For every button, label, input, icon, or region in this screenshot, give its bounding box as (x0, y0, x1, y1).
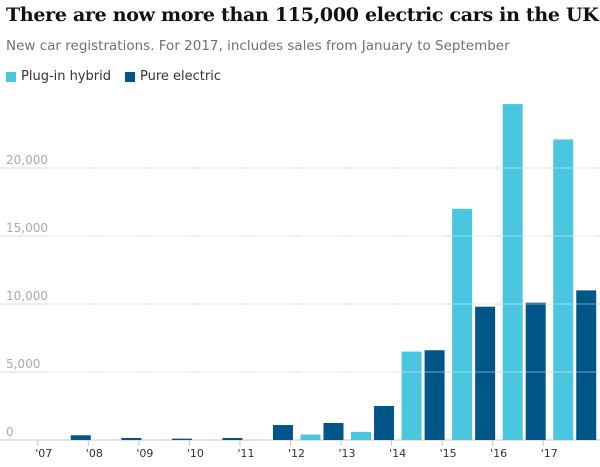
legend: Plug-in hybrid Pure electric (6, 69, 221, 84)
bar-pure-electric-17 (576, 290, 597, 440)
bar-pure-electric-14 (424, 350, 445, 440)
bar-plug-in-hybrid-13 (351, 431, 372, 440)
bar-plug-in-hybrid-16 (502, 104, 523, 440)
bar-pure-electric-16 (525, 302, 546, 440)
bars (47, 104, 597, 440)
x-tick-label-16: '16 (490, 447, 507, 460)
bar-plug-in-hybrid-12 (300, 434, 321, 440)
bar-plug-in-hybrid-14 (401, 351, 422, 440)
x-tick-label-10: '10 (187, 447, 204, 460)
y-axis-ticks: 0 5,000 10,000 15,000 20,000 (6, 153, 48, 439)
x-tick-label-14: '14 (389, 447, 406, 460)
legend-item-plug-in-hybrid: Plug-in hybrid (6, 69, 111, 84)
x-tick-label-11: '11 (237, 447, 254, 460)
x-tick-label-12: '12 (288, 447, 305, 460)
x-tick-label-09: '09 (136, 447, 153, 460)
bar-plug-in-hybrid-17 (553, 139, 574, 440)
gridlines (0, 167, 600, 441)
x-tick-label-13: '13 (339, 447, 356, 460)
x-tick-label-08: '08 (86, 447, 103, 460)
y-tick-label-15000: 15,000 (6, 221, 48, 235)
bar-pure-electric-09 (171, 438, 192, 440)
bar-pure-electric-07 (70, 435, 91, 440)
legend-item-pure-electric: Pure electric (125, 69, 221, 84)
y-tick-label-10000: 10,000 (6, 289, 48, 303)
y-tick-label-5000: 5,000 (6, 357, 40, 371)
bar-pure-electric-15 (475, 306, 496, 440)
x-tick-label-17: '17 (541, 447, 558, 460)
x-tick-label-07: '07 (35, 447, 52, 460)
bar-pure-electric-12 (323, 423, 344, 440)
y-tick-label-20000: 20,000 (6, 153, 48, 167)
y-tick-label-0: 0 (6, 425, 14, 439)
legend-label-plug-in-hybrid: Plug-in hybrid (21, 69, 112, 84)
x-axis-ticks: '07 '08 '09 '10 '11 '12 '13 '14 '15 '16 '17 (35, 440, 558, 460)
legend-swatch-pure-electric (125, 71, 136, 82)
bar-pure-electric-13 (374, 406, 395, 440)
chart-title: There are now more than 115,000 electric… (6, 4, 599, 26)
bar-pure-electric-10 (222, 437, 243, 440)
legend-label-pure-electric: Pure electric (140, 69, 222, 84)
chart-subtitle: New car registrations. For 2017, include… (6, 38, 510, 54)
legend-swatch-plug-in-hybrid (6, 71, 16, 82)
bar-pure-electric-11 (272, 425, 293, 440)
bar-pure-electric-08 (121, 437, 142, 440)
bar-plug-in-hybrid-15 (452, 208, 473, 440)
x-tick-label-15: '15 (440, 447, 457, 460)
